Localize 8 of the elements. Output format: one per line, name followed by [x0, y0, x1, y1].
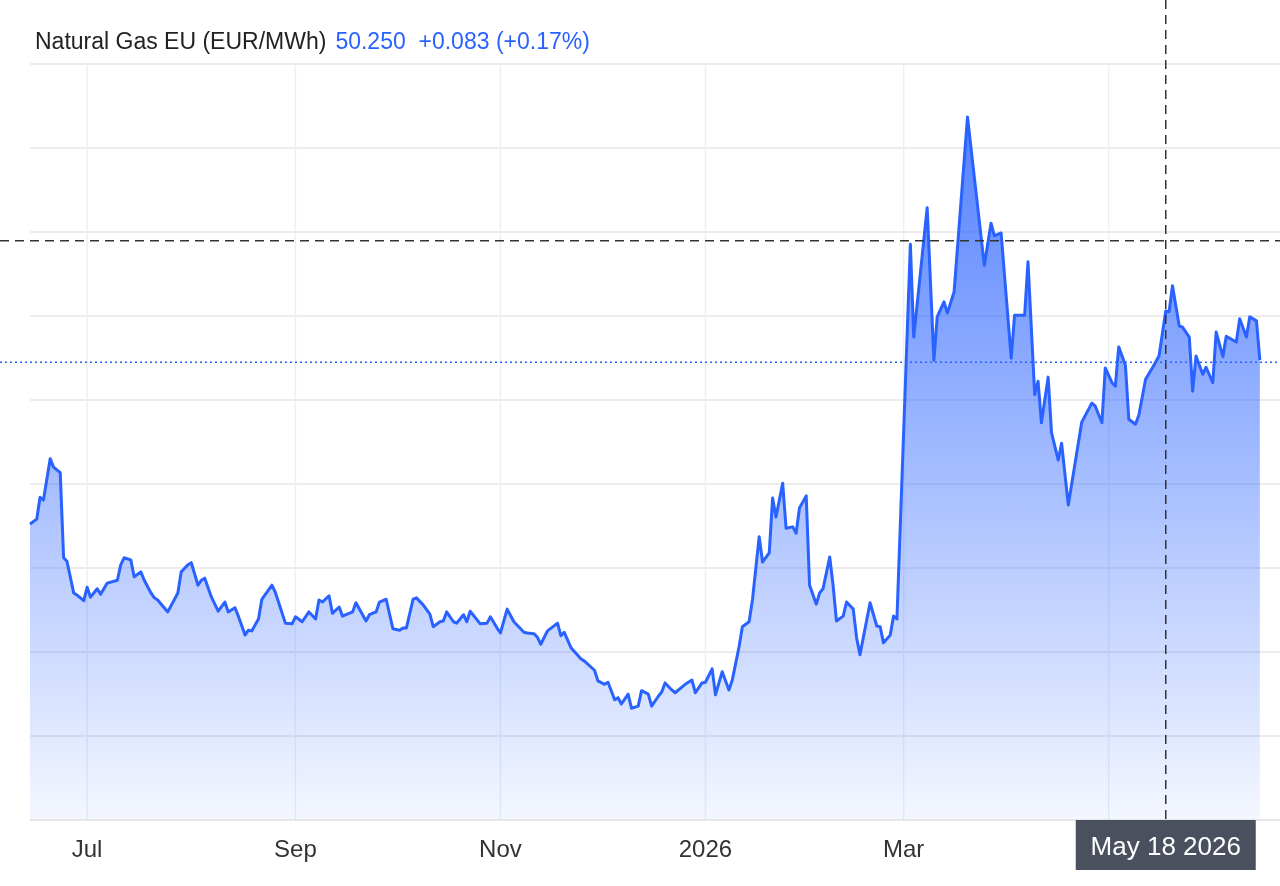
x-tick-label: Jul: [71, 835, 103, 862]
x-tick-label: Sep: [274, 835, 317, 862]
x-tick-label: Nov: [479, 835, 522, 862]
x-tick-label: 2026: [678, 835, 733, 862]
chart-subtitle: 50.250 +0.083 (+0.17%): [335, 28, 590, 54]
x-tick-label: Mar: [882, 835, 925, 862]
chart-title: Natural Gas EU (EUR/MWh): [35, 28, 327, 54]
ref-line-label: May 18 2026: [1090, 831, 1241, 861]
